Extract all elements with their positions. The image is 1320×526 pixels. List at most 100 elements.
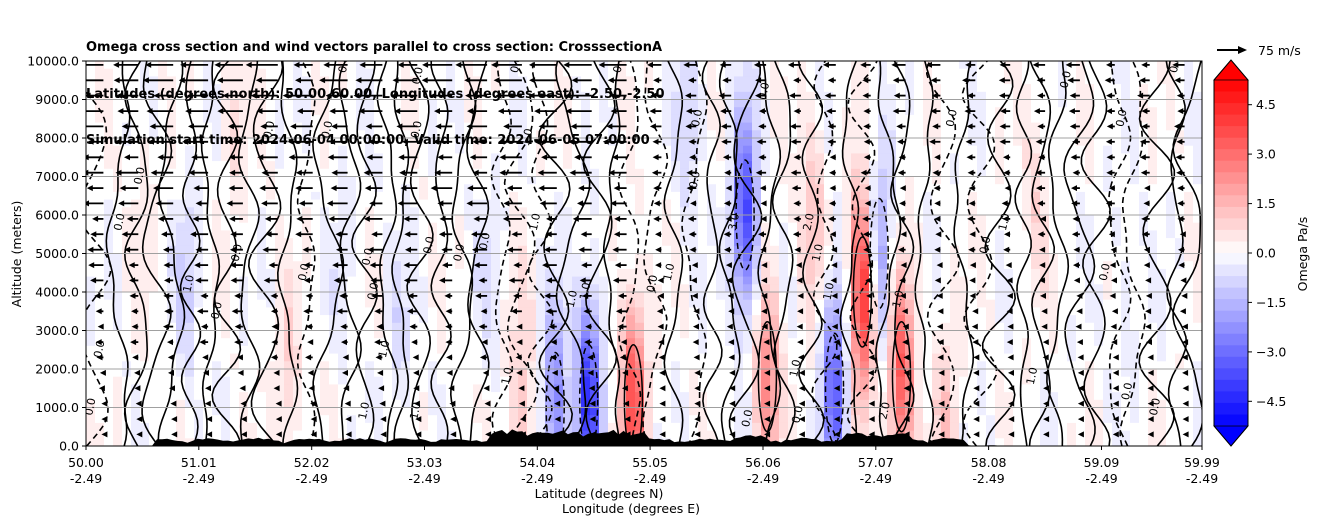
omega-cell (941, 153, 951, 162)
omega-cell (977, 307, 987, 316)
omega-cell (725, 315, 735, 324)
omega-cell (743, 84, 753, 93)
omega-cell (149, 307, 159, 316)
omega-cell (563, 230, 573, 239)
omega-cell (977, 338, 987, 347)
omega-cell (932, 330, 942, 339)
omega-cell (419, 68, 429, 77)
omega-cell (653, 376, 663, 385)
omega-cell (923, 153, 933, 162)
omega-cell (932, 369, 942, 378)
omega-cell (842, 276, 852, 285)
omega-cell (581, 353, 591, 362)
omega-cell (932, 207, 942, 216)
omega-cell (230, 361, 240, 370)
omega-cell (383, 345, 393, 355)
omega-cell (347, 253, 357, 262)
omega-cell (590, 330, 600, 339)
omega-cell (473, 399, 483, 409)
omega-cell (671, 322, 681, 332)
omega-cell (671, 99, 681, 108)
omega-cell (734, 199, 744, 208)
omega-cell (698, 261, 708, 270)
omega-cell (527, 207, 537, 216)
omega-cell (599, 330, 609, 339)
omega-cell (860, 114, 870, 124)
omega-cell (752, 238, 762, 247)
omega-cell (887, 238, 897, 247)
omega-cell (284, 199, 294, 208)
omega-cell (968, 68, 978, 77)
omega-cell (248, 114, 258, 124)
omega-cell (788, 422, 798, 432)
omega-cell (158, 161, 168, 170)
omega-cell (824, 99, 834, 108)
omega-cell (842, 284, 852, 293)
omega-cell (941, 122, 951, 131)
omega-cell (500, 84, 510, 93)
omega-cell (761, 345, 771, 355)
omega-cell (104, 91, 114, 101)
omega-cell (239, 338, 249, 347)
omega-cell (959, 114, 969, 124)
omega-cell (923, 438, 933, 446)
omega-cell (905, 315, 915, 324)
omega-cell (248, 138, 258, 147)
omega-cell (365, 199, 375, 208)
omega-cell (410, 176, 420, 185)
omega-cell (149, 284, 159, 293)
omega-cell (545, 369, 555, 378)
omega-cell (401, 338, 411, 347)
omega-cell (275, 153, 285, 162)
omega-cell (653, 315, 663, 324)
omega-cell (608, 84, 618, 93)
omega-cell (86, 338, 96, 347)
omega-cell (131, 407, 141, 416)
omega-cell (392, 376, 402, 385)
omega-cell (752, 245, 762, 255)
omega-cell (905, 292, 915, 301)
omega-cell (428, 245, 438, 255)
omega-cell (959, 191, 969, 201)
omega-cell (410, 114, 420, 124)
omega-cell (635, 268, 645, 278)
omega-cell (590, 130, 600, 139)
omega-cell (491, 345, 501, 355)
omega-cell (473, 68, 483, 77)
omega-cell (302, 130, 312, 139)
omega-cell (527, 161, 537, 170)
omega-cell (770, 91, 780, 101)
omega-cell (860, 299, 870, 308)
omega-cell (626, 84, 636, 93)
omega-cell (788, 207, 798, 216)
omega-cell (698, 384, 708, 393)
omega-cell (86, 376, 96, 385)
omega-cell (572, 392, 582, 401)
omega-cell (662, 330, 672, 339)
omega-cell (266, 130, 276, 139)
omega-cell (725, 161, 735, 170)
omega-cell (455, 284, 465, 293)
omega-cell (914, 176, 924, 185)
omega-cell (806, 430, 816, 439)
omega-cell (653, 299, 663, 308)
omega-cell (176, 315, 186, 324)
omega-cell (122, 222, 132, 231)
omega-cell (689, 330, 699, 339)
omega-cell (671, 261, 681, 270)
omega-cell (617, 176, 627, 185)
omega-cell (95, 369, 105, 378)
omega-cell (707, 215, 717, 224)
omega-cell (905, 184, 915, 193)
omega-cell (842, 68, 852, 77)
omega-cell (626, 315, 636, 324)
omega-cell (167, 407, 177, 416)
omega-cell (761, 361, 771, 370)
omega-cell (887, 392, 897, 401)
omega-cell (275, 168, 285, 178)
omega-cell (959, 91, 969, 101)
omega-cell (491, 84, 501, 93)
omega-cell (221, 345, 231, 355)
omega-cell (626, 238, 636, 247)
omega-cell (554, 153, 564, 162)
